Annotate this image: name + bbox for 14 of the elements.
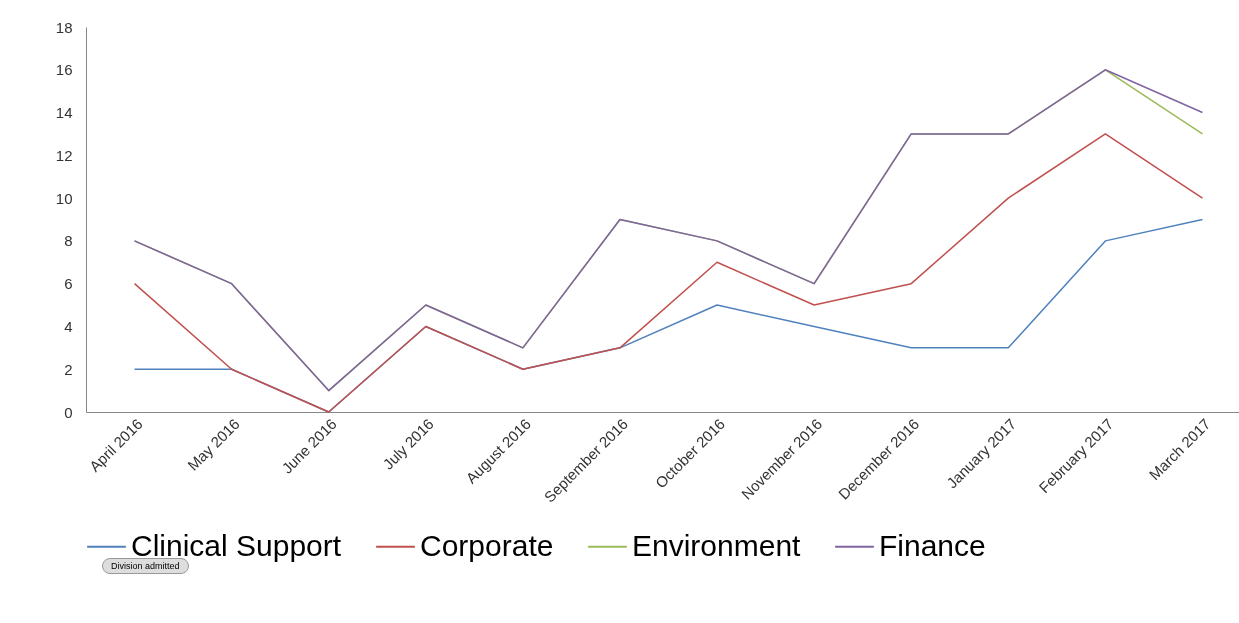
y-tick-label: 10 [55, 189, 73, 207]
y-tick-label: 6 [64, 275, 73, 293]
legend-label: Finance [879, 528, 986, 562]
y-tick-label: 18 [55, 18, 73, 36]
y-tick-label: 12 [55, 146, 73, 164]
legend-label: Corporate [420, 528, 554, 562]
y-tick-label: 16 [55, 61, 73, 79]
legend-label: Environment [632, 528, 802, 562]
y-tick-label: 14 [55, 104, 73, 122]
y-tick-label: 8 [64, 232, 73, 250]
filter-button: Division admitted [102, 558, 189, 574]
y-tick-label: 4 [64, 317, 73, 335]
y-tick-label: 0 [64, 403, 73, 421]
y-tick-label: 2 [64, 360, 73, 378]
